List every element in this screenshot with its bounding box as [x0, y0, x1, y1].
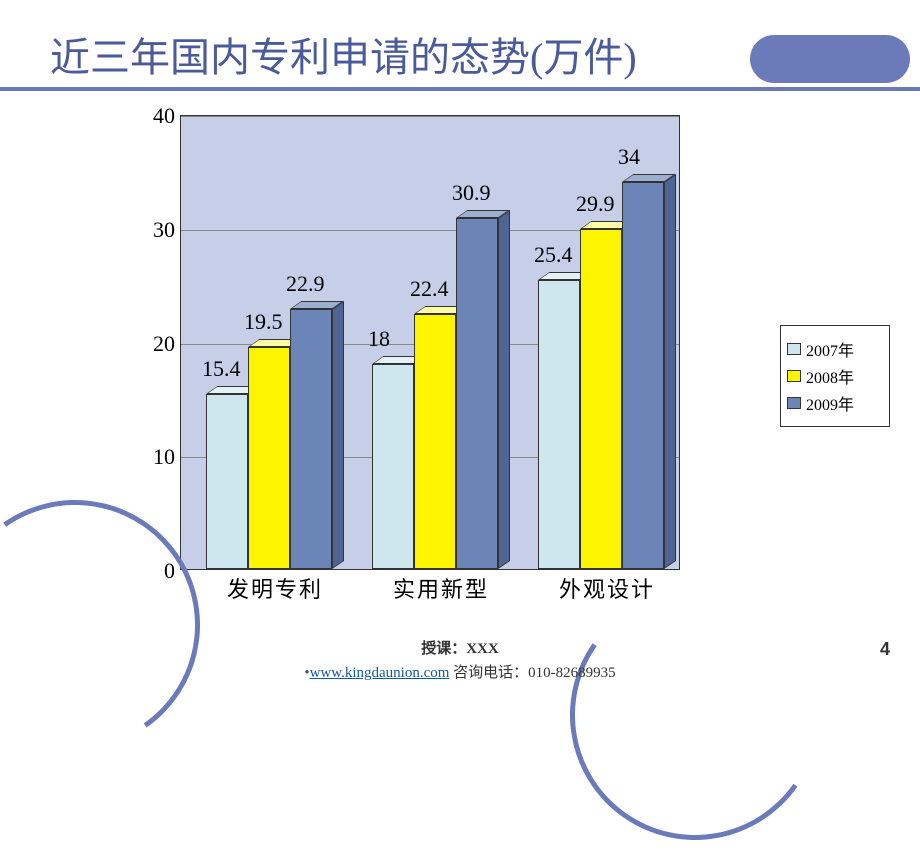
- bar: [538, 280, 580, 569]
- xtick-label: 发明专利: [201, 572, 349, 604]
- legend-swatch: [787, 370, 801, 382]
- bar-value-label: 15.4: [202, 356, 241, 382]
- footer: •www.kingdaunion.com 咨询电话：010-82689935: [0, 661, 920, 682]
- bar-side-face: [664, 174, 676, 569]
- title-bar: 近三年国内专利申请的态势(万件): [0, 0, 920, 91]
- legend: 2007年 2008年 2009年: [780, 325, 890, 427]
- bar-value-label: 18: [368, 326, 390, 352]
- lecturer-label: 授课：XXX: [0, 637, 920, 658]
- page-number: 4: [880, 639, 890, 660]
- legend-item: 2008年: [787, 364, 883, 388]
- xtick-label: 实用新型: [367, 572, 515, 604]
- bar-value-label: 25.4: [534, 242, 573, 268]
- bar-value-label: 34: [618, 144, 640, 170]
- bar-value-label: 22.9: [286, 271, 325, 297]
- bar-value-label: 30.9: [452, 180, 491, 206]
- bar: [622, 182, 664, 569]
- ytick-label: 20: [130, 331, 175, 357]
- chart-plot: 15.419.522.9发明专利1822.430.9实用新型25.429.934…: [180, 115, 680, 570]
- legend-swatch: [787, 397, 801, 409]
- legend-swatch: [787, 343, 801, 355]
- bar-value-label: 29.9: [576, 191, 615, 217]
- bar: [414, 314, 456, 569]
- footer-link[interactable]: www.kingdaunion.com: [310, 665, 450, 681]
- title-underline: [0, 87, 920, 91]
- bar-value-label: 22.4: [410, 276, 449, 302]
- ytick-label: 10: [130, 444, 175, 470]
- bar-value-label: 19.5: [244, 309, 283, 335]
- bar-side-face: [332, 300, 344, 569]
- bar: [290, 309, 332, 569]
- bar-side-face: [498, 209, 510, 569]
- legend-label: 2009年: [806, 391, 854, 415]
- gridline: [181, 116, 679, 117]
- slide: 近三年国内专利申请的态势(万件) 15.419.522.9 发明专利 18 22.4 3…: [0, 0, 920, 690]
- bar: [248, 347, 290, 569]
- footer-contact: 咨询电话：010-82689935: [449, 665, 615, 681]
- bar: [206, 394, 248, 569]
- legend-label: 2007年: [806, 337, 854, 361]
- legend-label: 2008年: [806, 364, 854, 388]
- legend-item: 2007年: [787, 337, 883, 361]
- bar: [456, 218, 498, 569]
- ytick-label: 40: [130, 103, 175, 129]
- bar: [580, 229, 622, 569]
- legend-item: 2009年: [787, 391, 883, 415]
- title-pill-decoration: [750, 35, 910, 83]
- chart-area: 15.419.522.9 发明专利 18 22.4 30.9 实用新型 25.429.934…: [120, 115, 700, 615]
- ytick-label: 30: [130, 217, 175, 243]
- bar: [372, 364, 414, 569]
